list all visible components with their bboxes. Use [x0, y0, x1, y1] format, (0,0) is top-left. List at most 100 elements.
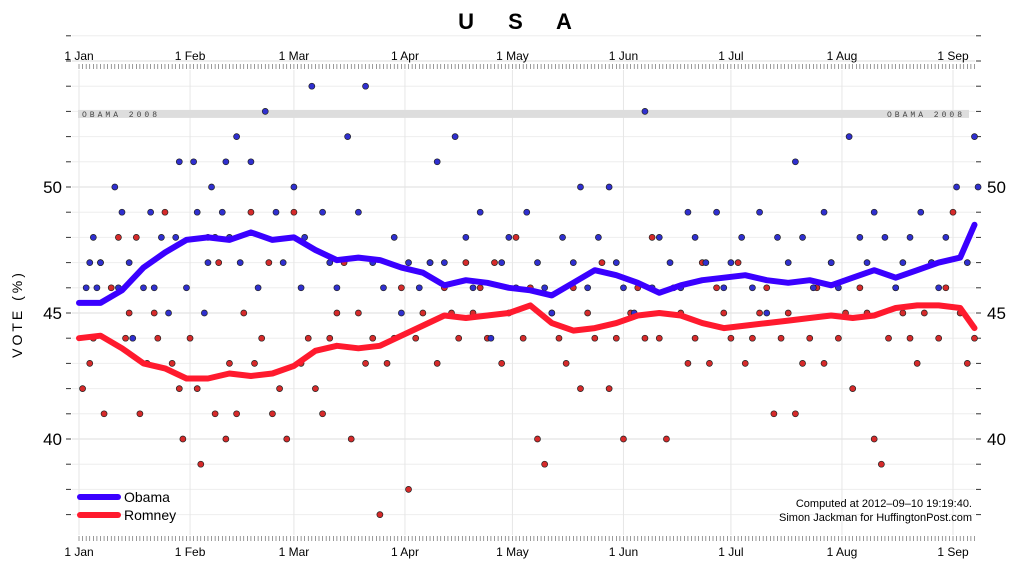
- romney-poll-point: [885, 334, 892, 342]
- romney-poll-point: [100, 410, 108, 418]
- romney-poll-point: [498, 360, 506, 367]
- romney-poll-point: [870, 435, 878, 443]
- romney-poll-point: [963, 360, 971, 367]
- obama-poll-point: [523, 208, 531, 216]
- romney-poll-point: [749, 334, 756, 342]
- obama-poll-point: [541, 284, 549, 292]
- romney-poll-point: [193, 385, 201, 392]
- romney-poll-point: [691, 334, 699, 342]
- obama-poll-point: [111, 183, 119, 191]
- romney-poll-point: [491, 259, 498, 266]
- obama-poll-point: [702, 259, 710, 266]
- romney-poll-point: [906, 334, 914, 342]
- obama-poll-point: [86, 259, 94, 266]
- y-tick-label-left: 40: [43, 430, 62, 449]
- obama-poll-point: [147, 208, 154, 216]
- romney-poll-point: [584, 309, 591, 317]
- romney-poll-point: [269, 410, 276, 418]
- romney-poll-point: [222, 435, 230, 443]
- romney-poll-point: [806, 334, 814, 342]
- romney-poll-point: [799, 360, 806, 367]
- romney-poll-point: [620, 435, 627, 443]
- romney-poll-point: [319, 410, 326, 418]
- obama-poll-point: [254, 284, 262, 292]
- romney-poll-point: [136, 410, 144, 418]
- obama-poll-point: [713, 208, 720, 216]
- romney-poll-point: [125, 309, 133, 317]
- obama-poll-point: [856, 234, 864, 241]
- x-tick-label-bottom: 1 Mar: [279, 545, 310, 559]
- obama-poll-point: [505, 234, 513, 241]
- romney-poll-point: [641, 334, 649, 342]
- romney-poll-point: [154, 334, 162, 342]
- x-tick-label-top: 1 Apr: [391, 49, 419, 63]
- x-tick-label-top: 1 Sep: [937, 49, 969, 63]
- obama-poll-point: [150, 284, 158, 292]
- obama-poll-point: [415, 284, 423, 292]
- x-tick-label-bottom: 1 Jul: [718, 545, 743, 559]
- trend-lines: [76, 221, 978, 382]
- romney-poll-point: [684, 360, 692, 367]
- romney-poll-point: [251, 360, 258, 367]
- obama-poll-point: [193, 208, 201, 216]
- obama-poll-point: [476, 208, 484, 216]
- obama-poll-point: [158, 234, 165, 241]
- obama-poll-point: [756, 208, 763, 216]
- romney-poll-point: [398, 284, 405, 292]
- obama-poll-point: [172, 234, 180, 241]
- obama-poll-point: [272, 208, 280, 216]
- obama-poll-point: [595, 234, 602, 241]
- obama-poll-point: [97, 259, 104, 266]
- obama-poll-point: [784, 259, 792, 266]
- obama-poll-point: [548, 309, 556, 317]
- y-tick-label-right: 40: [987, 430, 1006, 449]
- obama-poll-point: [118, 208, 126, 216]
- obama-poll-point: [125, 259, 133, 266]
- romney-poll-point: [376, 511, 384, 518]
- obama-poll-point: [129, 334, 137, 342]
- obama-poll-point: [433, 158, 441, 166]
- romney-poll-point: [132, 234, 140, 241]
- obama-poll-point: [89, 234, 97, 241]
- x-tick-label-bottom: 1 Feb: [175, 545, 206, 559]
- x-tick-label-top: 1 Jan: [64, 49, 93, 63]
- obama-poll-point: [863, 259, 871, 266]
- romney-poll-point: [949, 208, 957, 216]
- obama-poll-point: [398, 309, 405, 317]
- obama-poll-point: [279, 259, 287, 266]
- romney-poll-point: [942, 284, 950, 292]
- obama-poll-point: [845, 133, 853, 140]
- romney-poll-point: [462, 259, 470, 266]
- obama-poll-point: [405, 259, 412, 266]
- obama-poll-point: [963, 259, 971, 266]
- obama-poll-point: [827, 259, 835, 266]
- romney-poll-point: [598, 259, 606, 266]
- romney-poll-point: [591, 334, 599, 342]
- romney-poll-point: [215, 259, 223, 266]
- obama-poll-point: [971, 133, 978, 140]
- obama-poll-point: [799, 234, 806, 241]
- romney-poll-point: [655, 334, 663, 342]
- romney-poll-point: [820, 360, 828, 367]
- romney-poll-point: [86, 360, 94, 367]
- obama-poll-point: [774, 234, 781, 241]
- obama-poll-point: [165, 309, 172, 317]
- romney-poll-point: [412, 334, 420, 342]
- credit-line-2: Simon Jackman for HuffingtonPost.com: [779, 512, 972, 524]
- romney-poll-point: [555, 334, 563, 342]
- romney-poll-point: [835, 334, 842, 342]
- obama-poll-point: [974, 183, 982, 191]
- romney-poll-point: [433, 360, 441, 367]
- poll-points: [79, 82, 982, 518]
- obama-poll-point: [362, 82, 369, 90]
- obama-poll-point: [584, 284, 591, 292]
- obama-poll-point: [569, 259, 577, 266]
- romney-poll-point: [247, 208, 255, 216]
- romney-poll-point: [849, 385, 857, 392]
- x-tick-label-top: 1 Mar: [279, 49, 310, 63]
- romney-poll-point: [913, 360, 921, 367]
- romney-poll-point: [405, 486, 412, 493]
- x-tick-label-bottom: 1 May: [496, 545, 529, 559]
- romney-poll-point: [258, 334, 266, 342]
